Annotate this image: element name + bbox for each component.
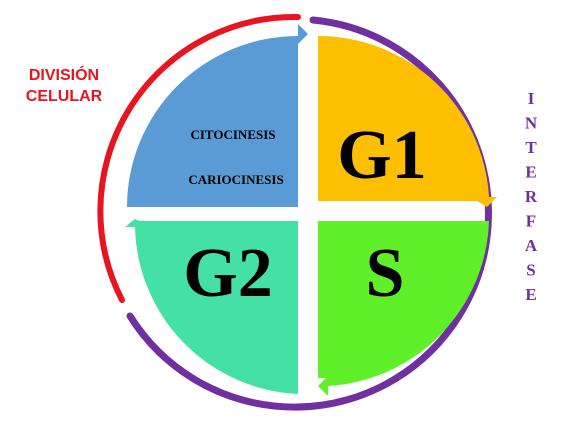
phase-g2-quadrant bbox=[125, 219, 298, 394]
phase-s-label: S bbox=[366, 235, 405, 312]
division-celular-line1: DIVISIÓN bbox=[29, 65, 99, 84]
phase-s-quadrant bbox=[318, 221, 489, 396]
phase-m-quadrant bbox=[127, 24, 308, 207]
interfase-letter: I bbox=[528, 89, 535, 108]
citocinesis-label: CITOCINESIS bbox=[190, 127, 275, 142]
phase-g2-label: G2 bbox=[183, 235, 272, 312]
interfase-letter: E bbox=[525, 163, 536, 182]
interfase-ring bbox=[126, 16, 492, 411]
phase-g1-quadrant bbox=[318, 35, 497, 207]
interfase-letter: T bbox=[525, 138, 537, 157]
division-celular-line2: CELULAR bbox=[26, 88, 103, 105]
division-ring bbox=[97, 13, 301, 303]
interfase-letter: F bbox=[526, 212, 536, 231]
interfase-letter: S bbox=[526, 261, 535, 280]
interfase-letter: A bbox=[525, 236, 538, 255]
interfase-letter: R bbox=[525, 187, 538, 206]
interfase-letter: N bbox=[525, 114, 538, 133]
interfase-letter: E bbox=[525, 285, 536, 304]
phase-g1-label: G1 bbox=[337, 117, 426, 194]
cariocinesis-label: CARIOCINESIS bbox=[188, 172, 283, 187]
